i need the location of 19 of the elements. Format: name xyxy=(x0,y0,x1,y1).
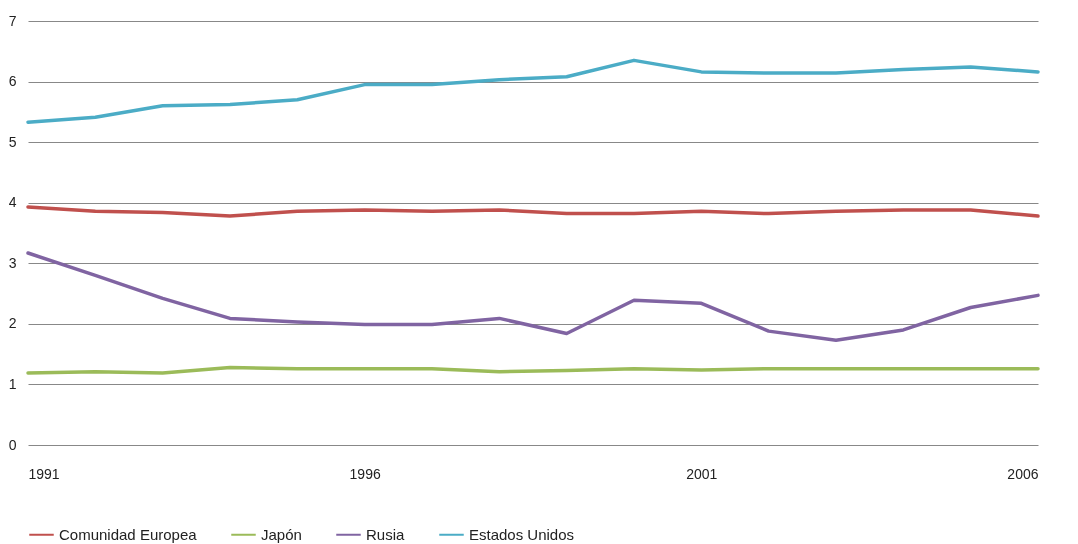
legend-label: Estados Unidos xyxy=(469,525,575,543)
x-tick-label: 1996 xyxy=(349,465,381,482)
legend-label: Comunidad Europea xyxy=(59,525,198,543)
y-tick-label: 0 xyxy=(8,436,17,453)
y-tick-label: 3 xyxy=(8,254,17,271)
y-tick-label: 5 xyxy=(8,133,17,150)
y-tick-label: 2 xyxy=(8,315,17,332)
line-series xyxy=(26,205,1040,218)
y-tick-label: 7 xyxy=(8,12,17,29)
x-tick-label: 2006 xyxy=(1007,465,1039,482)
line-series xyxy=(26,251,1040,342)
legend-label: Rusia xyxy=(366,525,406,543)
legend-label: Japón xyxy=(261,525,302,543)
y-tick-label: 1 xyxy=(8,375,17,392)
x-tick-label: 2001 xyxy=(686,465,718,482)
x-tick-label: 1991 xyxy=(28,465,60,482)
y-tick-label: 6 xyxy=(8,73,17,90)
line-series xyxy=(26,58,1040,124)
y-tick-label: 4 xyxy=(8,194,17,211)
